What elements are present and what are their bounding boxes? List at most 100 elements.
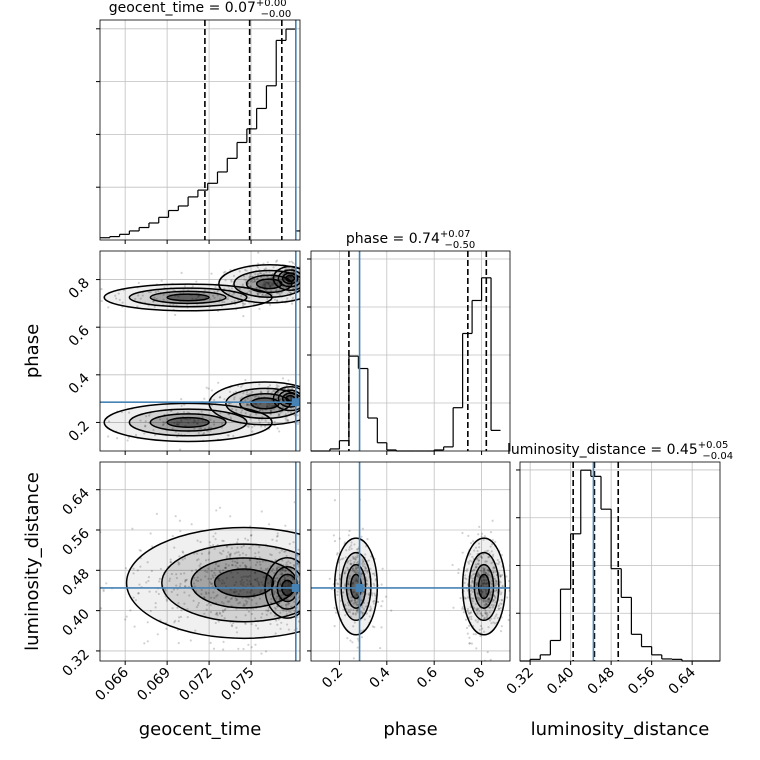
sample-point bbox=[469, 541, 473, 545]
sample-point bbox=[467, 624, 471, 627]
sample-point bbox=[249, 273, 252, 276]
sample-point bbox=[342, 557, 345, 560]
sample-point bbox=[364, 553, 367, 556]
sample-point bbox=[237, 384, 240, 388]
sample-point bbox=[236, 571, 239, 575]
sample-point bbox=[289, 595, 293, 598]
sample-point bbox=[100, 299, 103, 303]
sample-point bbox=[476, 596, 479, 599]
sample-point bbox=[482, 599, 486, 602]
grid-geocent_time-luminosity_distance bbox=[100, 462, 300, 661]
sample-point bbox=[301, 579, 303, 581]
sample-point bbox=[473, 607, 476, 610]
sample-point bbox=[343, 572, 346, 575]
sample-point bbox=[470, 642, 474, 645]
sample-point bbox=[306, 403, 308, 405]
sample-point bbox=[214, 532, 217, 535]
sample-point bbox=[217, 564, 221, 568]
sample-point bbox=[237, 602, 240, 605]
sample-point bbox=[144, 425, 147, 428]
sample-point bbox=[265, 271, 268, 274]
sample-point bbox=[254, 552, 257, 555]
sample-point bbox=[251, 426, 254, 429]
sample-point bbox=[313, 557, 315, 559]
sample-point bbox=[231, 290, 235, 293]
sample-point bbox=[482, 600, 485, 603]
sample-point bbox=[117, 292, 120, 295]
sample-point bbox=[220, 582, 224, 585]
sample-point bbox=[230, 300, 233, 304]
sample-point bbox=[493, 622, 496, 625]
sample-point bbox=[169, 409, 172, 413]
sample-point bbox=[195, 579, 198, 582]
grid-hist-phase bbox=[311, 251, 510, 451]
sample-point bbox=[480, 579, 484, 582]
sample-point bbox=[286, 564, 289, 567]
sample-point bbox=[233, 583, 236, 587]
sample-point bbox=[258, 556, 261, 559]
sample-point bbox=[256, 579, 259, 582]
sample-point bbox=[302, 591, 304, 593]
sample-point bbox=[269, 612, 272, 615]
sample-point bbox=[107, 435, 110, 438]
sample-point bbox=[484, 613, 488, 616]
contour bbox=[149, 290, 227, 305]
sample-point bbox=[124, 567, 128, 570]
sample-point bbox=[172, 588, 176, 591]
sample-point bbox=[270, 284, 273, 287]
sample-point bbox=[267, 523, 271, 526]
sample-point bbox=[254, 643, 257, 646]
sample-point bbox=[229, 597, 232, 600]
sample-point bbox=[222, 549, 225, 553]
sample-point bbox=[326, 392, 328, 394]
sample-point bbox=[302, 413, 304, 415]
sample-point bbox=[197, 295, 200, 298]
sample-point bbox=[289, 277, 293, 280]
contour bbox=[285, 274, 296, 283]
sample-point bbox=[482, 568, 485, 572]
sample-point bbox=[361, 562, 364, 565]
sample-point bbox=[145, 415, 148, 418]
sample-point bbox=[473, 572, 476, 576]
sample-point bbox=[356, 547, 360, 551]
sample-point bbox=[470, 599, 473, 602]
sample-point bbox=[177, 641, 180, 645]
sample-point bbox=[290, 396, 293, 399]
sample-point bbox=[244, 599, 247, 602]
sample-point bbox=[347, 604, 350, 607]
sample-point bbox=[240, 576, 243, 579]
sample-point bbox=[467, 611, 470, 614]
sample-point bbox=[277, 385, 280, 388]
sample-point bbox=[232, 590, 236, 593]
sample-point bbox=[485, 611, 489, 614]
sample-point bbox=[313, 275, 315, 277]
sample-point bbox=[128, 411, 131, 414]
sample-point bbox=[487, 597, 490, 600]
sample-point bbox=[353, 590, 356, 594]
sample-point bbox=[281, 281, 284, 284]
sample-point bbox=[280, 571, 283, 574]
sample-point bbox=[307, 385, 309, 387]
sample-point bbox=[188, 594, 191, 597]
sample-point bbox=[213, 296, 216, 299]
sample-point bbox=[287, 584, 290, 587]
sample-point bbox=[356, 554, 359, 557]
sample-point bbox=[287, 276, 290, 279]
sample-point bbox=[171, 427, 174, 430]
sample-point bbox=[121, 301, 124, 304]
sample-point bbox=[477, 598, 480, 601]
sample-point bbox=[347, 610, 350, 614]
sample-point bbox=[281, 263, 285, 267]
x-tick-label: 0.40 bbox=[544, 665, 577, 698]
sample-point bbox=[154, 291, 157, 294]
sample-point bbox=[89, 567, 91, 569]
sample-point bbox=[474, 633, 477, 636]
sample-point bbox=[487, 598, 490, 601]
sample-point bbox=[245, 579, 249, 582]
sample-point bbox=[48, 623, 50, 625]
sample-point bbox=[126, 439, 129, 442]
sample-point bbox=[457, 571, 460, 575]
sample-point bbox=[97, 427, 99, 429]
sample-point bbox=[256, 577, 259, 580]
sample-point bbox=[363, 618, 366, 621]
